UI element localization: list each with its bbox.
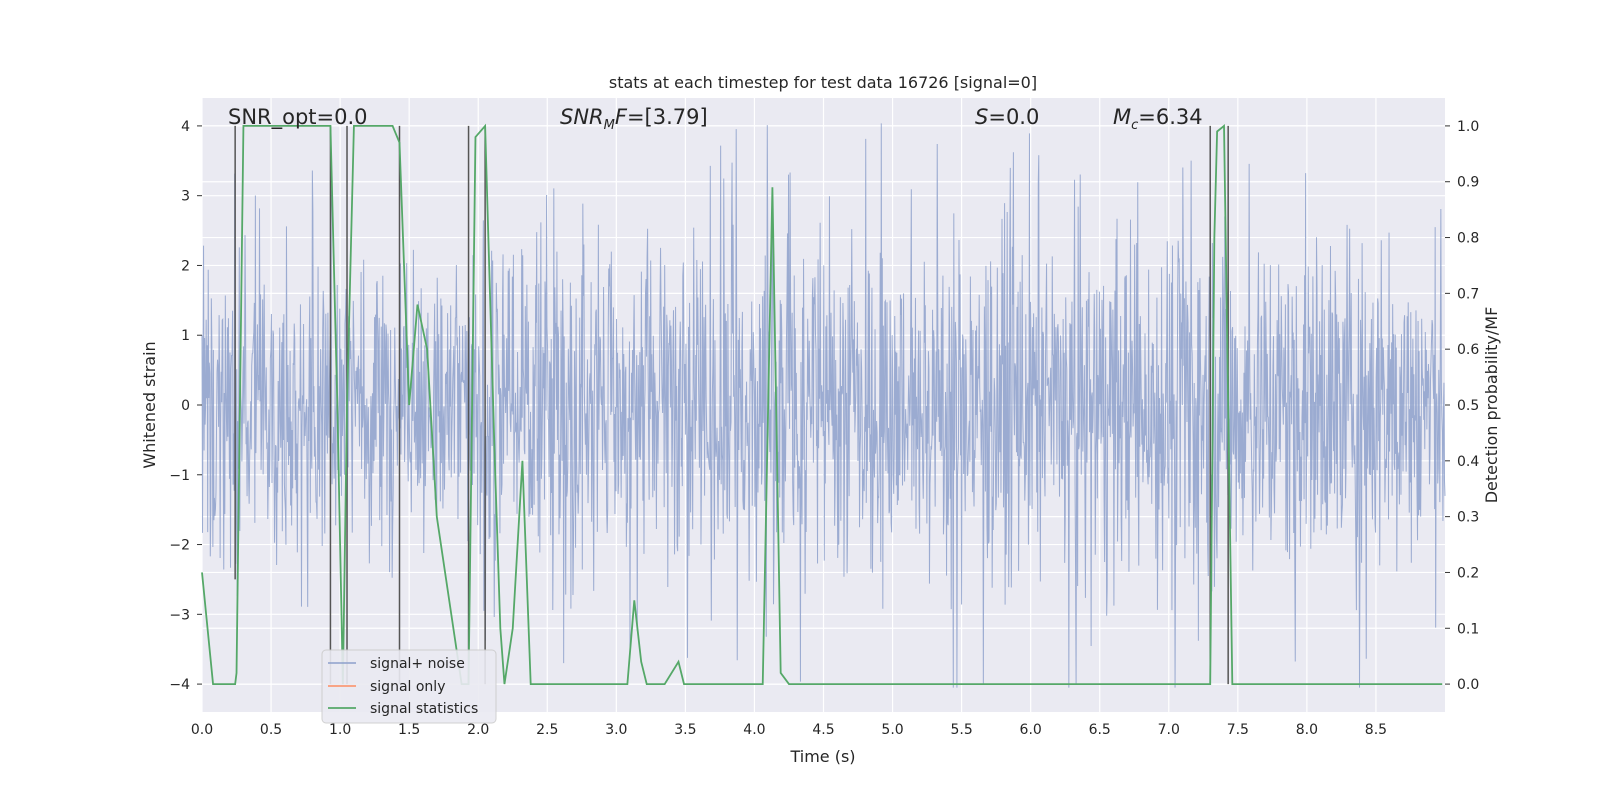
x-tick-label: 1.0 bbox=[329, 722, 351, 738]
x-tick-label: 1.5 bbox=[398, 722, 420, 738]
statistics-series-line bbox=[201, 123, 1443, 685]
y-axis-label: Whitened strain bbox=[140, 341, 159, 468]
y-tick-label: −3 bbox=[169, 607, 190, 623]
x-tick-label: 8.0 bbox=[1296, 722, 1318, 738]
annotation-snr-mf: SNRMF=[3.79] bbox=[560, 105, 708, 133]
y-right-tick-label: 0.6 bbox=[1457, 342, 1479, 358]
x-tick-label: 6.5 bbox=[1089, 722, 1111, 738]
x-tick-label: 5.0 bbox=[881, 722, 903, 738]
y-tick-label: 1 bbox=[181, 328, 190, 344]
annotation-mc: Mc=6.34 bbox=[1113, 105, 1203, 133]
legend-box bbox=[321, 649, 497, 724]
annotation-snr-opt: SNR_opt=0.0 bbox=[228, 105, 368, 130]
y-tick-label: −2 bbox=[169, 538, 190, 554]
x-tick-label: 2.5 bbox=[536, 722, 558, 738]
y-right-tick-label: 0.1 bbox=[1457, 621, 1479, 637]
x-tick-label: 7.5 bbox=[1227, 722, 1249, 738]
y-tick-label: −1 bbox=[169, 468, 190, 484]
legend-label-signal: signal only bbox=[370, 679, 445, 695]
statistics-series bbox=[201, 123, 1443, 685]
y-tick-label: −4 bbox=[169, 677, 190, 693]
y-right-tick-label: 0.4 bbox=[1457, 454, 1479, 470]
x-axis-label: Time (s) bbox=[789, 747, 855, 766]
y-tick-label: 4 bbox=[181, 119, 190, 135]
y-right-tick-label: 0.8 bbox=[1457, 231, 1479, 247]
y-right-tick-label: 0.9 bbox=[1457, 175, 1479, 191]
x-tick-label: 4.5 bbox=[812, 722, 834, 738]
x-tick-label: 5.5 bbox=[950, 722, 972, 738]
y-tick-label: 3 bbox=[181, 189, 190, 205]
tick-labels: 0.0 0.5 1.0 1.5 2.0 2.5 3.0 3.5 4.0 4.5 5.0 5.5 6.0 6… bbox=[169, 119, 1479, 738]
legend-label-noise: signal+ noise bbox=[370, 656, 465, 672]
legend: signal+ noise signal only signal statist… bbox=[321, 649, 497, 724]
chart-title: stats at each timestep for test data 167… bbox=[609, 73, 1037, 92]
y-right-axis-label: Detection probability/MF bbox=[1482, 307, 1501, 504]
y-right-tick-label: 0.2 bbox=[1457, 565, 1479, 581]
y-right-tick-label: 1.0 bbox=[1457, 119, 1479, 135]
x-tick-label: 3.5 bbox=[674, 722, 696, 738]
x-tick-label: 2.0 bbox=[467, 722, 489, 738]
x-tick-label: 6.0 bbox=[1020, 722, 1042, 738]
y-tick-label: 2 bbox=[181, 258, 190, 274]
y-tick-label: 0 bbox=[181, 398, 190, 414]
x-tick-label: 0.5 bbox=[260, 722, 282, 738]
y-right-tick-label: 0.7 bbox=[1457, 286, 1479, 302]
y-right-tick-label: 0.0 bbox=[1457, 677, 1479, 693]
legend-label-statistics: signal statistics bbox=[370, 701, 478, 717]
y-right-tick-label: 0.3 bbox=[1457, 510, 1479, 526]
x-tick-label: 3.0 bbox=[605, 722, 627, 738]
x-tick-label: 4.0 bbox=[743, 722, 765, 738]
x-tick-label: 7.0 bbox=[1158, 722, 1180, 738]
x-tick-label: 8.5 bbox=[1365, 722, 1387, 738]
annotation-s: S=0.0 bbox=[975, 105, 1039, 129]
y-right-tick-label: 0.5 bbox=[1457, 398, 1479, 414]
x-tick-label: 0.0 bbox=[191, 722, 213, 738]
